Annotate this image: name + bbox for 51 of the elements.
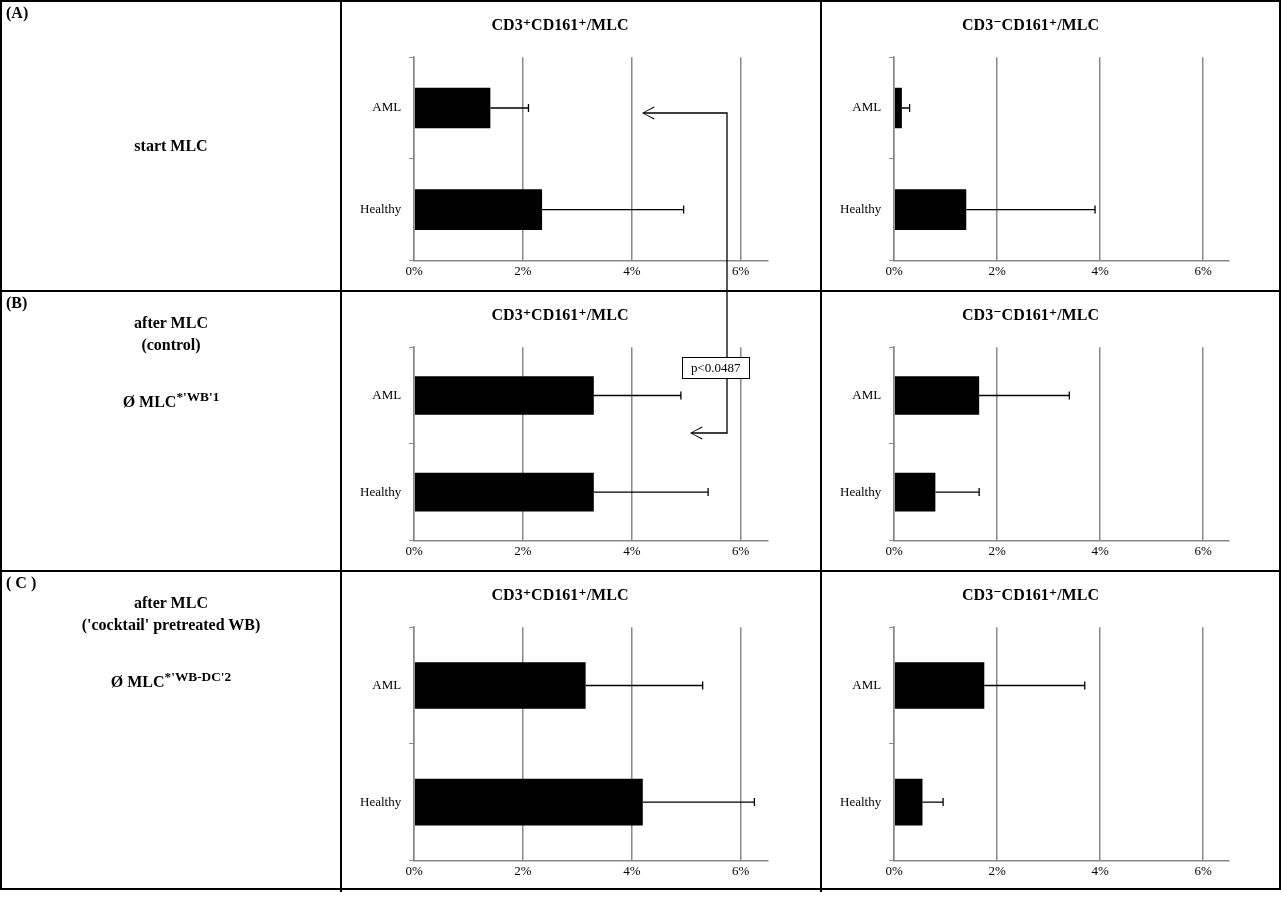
x-tick-label: 6% — [732, 862, 750, 878]
x-tick-label: 0% — [885, 862, 903, 878]
chart-title: CD3⁺CD161⁺/MLC — [491, 305, 629, 323]
text: (A) — [6, 4, 29, 22]
x-tick-label: 0% — [885, 542, 903, 558]
x-tick-label: 0% — [405, 262, 423, 278]
x-tick-label: 6% — [732, 542, 750, 558]
x-tick-label: 6% — [1194, 862, 1213, 878]
x-tick-label: 0% — [405, 542, 423, 558]
y-tick-label: Healthy — [840, 483, 882, 499]
x-tick-label: 4% — [1091, 262, 1110, 278]
chart-title: CD3⁺CD161⁺/MLC — [491, 585, 629, 603]
x-tick-label: 4% — [623, 862, 641, 878]
x-tick-label: 0% — [885, 262, 903, 278]
y-tick-label: AML — [372, 99, 402, 115]
x-tick-label: 4% — [1091, 542, 1110, 558]
y-tick-label: Healthy — [360, 483, 402, 499]
chart-title: CD3⁻CD161⁺/MLC — [962, 305, 1099, 323]
y-tick-label: AML — [372, 676, 402, 692]
x-tick-label: 0% — [405, 862, 423, 878]
x-tick-label: 6% — [732, 262, 750, 278]
y-tick-label: AML — [852, 676, 882, 692]
y-tick-label: AML — [852, 99, 882, 115]
x-tick-label: 4% — [1091, 862, 1110, 878]
chart-title: CD3⁻CD161⁺/MLC — [962, 585, 1099, 603]
x-tick-label: 4% — [623, 262, 641, 278]
y-tick-label: Healthy — [360, 201, 402, 217]
text: ( C ) — [6, 574, 37, 592]
text: after MLC (control) — [134, 313, 208, 355]
chart-title: CD3⁺CD161⁺/MLC — [491, 15, 629, 33]
x-tick-label: 2% — [514, 542, 532, 558]
y-tick-label: Healthy — [840, 793, 882, 809]
x-tick-label: 6% — [1194, 542, 1213, 558]
x-tick-label: 4% — [623, 542, 641, 558]
text: after MLC ('cocktail' pretreated WB) — [81, 593, 261, 636]
x-tick-label: 2% — [514, 862, 532, 878]
text: start MLC — [134, 136, 208, 156]
x-tick-label: 2% — [988, 542, 1007, 558]
y-tick-label: AML — [852, 386, 882, 402]
x-tick-label: 2% — [988, 862, 1007, 878]
y-tick-label: Healthy — [840, 201, 882, 217]
x-tick-label: 2% — [988, 262, 1007, 278]
chart-title: CD3⁻CD161⁺/MLC — [962, 15, 1099, 33]
text: Ø MLC$^{*'WB'1}$ — [122, 388, 220, 413]
y-tick-label: AML — [372, 386, 402, 402]
x-tick-label: 2% — [514, 262, 532, 278]
text: Ø MLC$^{*'WB-DC'2}$ — [110, 668, 232, 693]
y-tick-label: Healthy — [360, 793, 402, 809]
text: (B) — [6, 294, 28, 312]
annotation: p<0.0487 — [682, 357, 750, 379]
x-tick-label: 6% — [1194, 262, 1213, 278]
